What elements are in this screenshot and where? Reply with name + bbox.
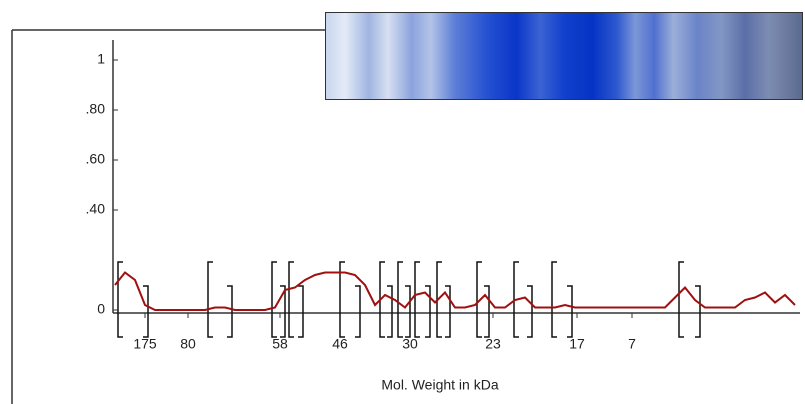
x-tick-label: 7: [628, 336, 636, 352]
y-tick-label: .60: [86, 151, 106, 167]
lane-bracket: [695, 285, 701, 338]
lane-bracket: [405, 285, 411, 338]
lane-bracket: [288, 261, 294, 338]
lane-bracket: [207, 261, 213, 338]
lane-bracket: [227, 285, 233, 338]
lane-bracket: [476, 261, 482, 338]
x-tick-label: 30: [402, 336, 418, 352]
lane-bracket: [527, 285, 533, 338]
x-axis-title: Mol. Weight in kDa: [381, 377, 498, 393]
lane-bracket: [280, 285, 286, 338]
lane-bracket: [484, 285, 490, 338]
lane-bracket: [414, 261, 420, 338]
y-tick-label: 1: [97, 51, 105, 67]
x-tick-label: 80: [180, 336, 196, 352]
lane-bracket: [567, 285, 573, 338]
x-tick-label: 58: [272, 336, 288, 352]
lane-bracket: [425, 285, 431, 338]
lane-bracket: [298, 285, 304, 338]
lane-bracket: [117, 261, 123, 338]
lane-bracket: [355, 285, 361, 338]
lane-bracket: [397, 261, 403, 338]
lane-bracket: [143, 285, 149, 338]
x-tick-label: 46: [332, 336, 348, 352]
lane-bracket: [387, 285, 393, 338]
density-line: [114, 271, 796, 311]
lane-bracket: [339, 261, 345, 338]
x-tick-label: 17: [569, 336, 585, 352]
lane-bracket: [678, 261, 684, 338]
lane-bracket: [551, 261, 557, 338]
y-tick-label: .80: [86, 101, 106, 117]
x-tick-label: 23: [485, 336, 501, 352]
lane-bracket: [271, 261, 277, 338]
x-tick-label: 175: [133, 336, 157, 352]
gel-image: [325, 12, 803, 100]
y-tick-label: 0: [97, 301, 105, 317]
y-tick-label: .40: [86, 201, 106, 217]
lane-bracket: [445, 285, 451, 338]
